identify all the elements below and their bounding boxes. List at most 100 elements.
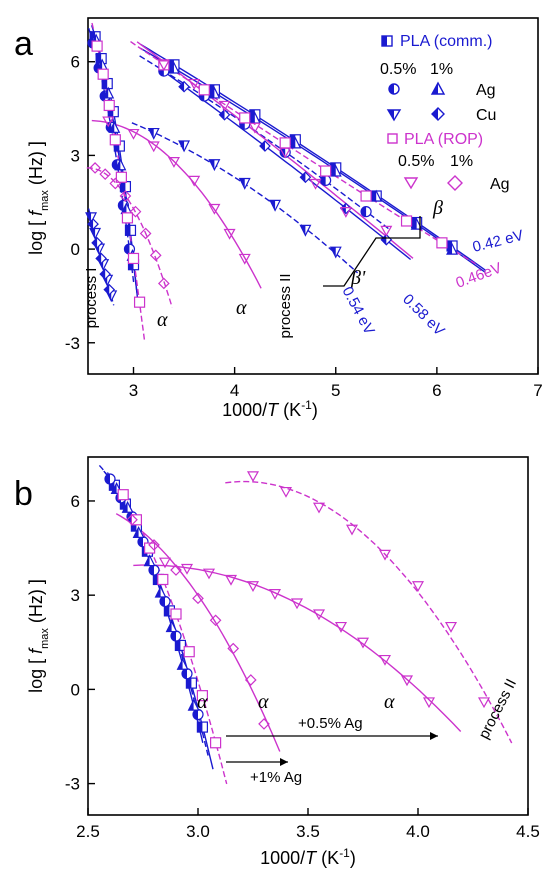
data-point-points-3-4	[170, 608, 182, 620]
beta-label: β	[432, 197, 443, 219]
data-point-process-i-4-2-fill	[96, 253, 102, 264]
data-point-points-5-6	[444, 621, 458, 633]
panel-b-xlabel: 1000/T (K-1)	[260, 846, 356, 868]
legend-marker-rop-1ag	[447, 175, 463, 191]
data-point-alpha-0-0-fill	[90, 31, 96, 42]
ea-046-label: 0.46eV	[454, 260, 504, 292]
data-point-alpha-5-4	[115, 171, 127, 183]
fit-curve-process-ii-6	[136, 41, 414, 259]
data-point-beta-5-5	[360, 190, 372, 202]
process-i-label: process I	[83, 268, 100, 329]
data-point-beta-4-0-fill	[179, 81, 185, 92]
data-point-process-i-4-4-fill	[104, 284, 110, 295]
data-point-beta-4-5-fill	[381, 234, 387, 245]
data-point-process-ii-6-5	[309, 178, 322, 190]
y-tick-label: 0	[71, 240, 80, 259]
data-point-process-ii-6-0	[157, 60, 170, 72]
data-point-beta-3-4-fill	[270, 200, 276, 211]
panel-b-points	[104, 471, 491, 749]
legend-marker-rop-05ag	[403, 177, 419, 190]
data-point-points-1-3-fill	[138, 536, 143, 547]
process-ii-label-b: process II	[475, 676, 520, 742]
data-point-points-0-5-fill	[164, 605, 170, 616]
data-point-alpha-7-7	[157, 277, 170, 290]
data-point-beta-0-2-fill	[249, 109, 255, 120]
data-point-process-ii-6-7	[380, 225, 393, 237]
data-point-points-4-11	[400, 675, 414, 687]
data-point-points-1-7-fill	[182, 668, 187, 679]
beta-prime-label: β'	[350, 267, 366, 289]
data-point-beta-3-3-fill	[239, 178, 245, 189]
x-tick-label: 3.0	[186, 822, 210, 841]
data-point-points-4-1	[180, 563, 194, 575]
fit-curve-points-1	[98, 464, 210, 758]
fit-curve-beta-4	[159, 68, 412, 261]
fit-curve-alpha-6	[91, 119, 262, 289]
data-point-points-0-1-fill	[120, 499, 126, 510]
fit-curve-beta-1	[139, 55, 391, 231]
panel-b-letter: b	[14, 475, 33, 513]
panel-a: a 3 4 5 6 7 -3 0 3 6 1000/T (K-1) log [ fmax (Hz…	[14, 17, 543, 420]
data-point-alpha-7-4	[129, 205, 142, 218]
panel-b: b 2.5 3.0 3.5 4.0 4.5 -3 0 3 6 1000/T (K-1) log …	[14, 456, 540, 868]
data-point-alpha-6-0	[102, 116, 115, 128]
data-point-alpha-2-2-fill	[103, 87, 109, 98]
y-tick-label: 0	[71, 680, 80, 699]
ea-058-label: 0.58 eV	[399, 291, 448, 340]
data-point-beta-2-7-fill	[447, 244, 453, 255]
data-point-beta-5-7	[436, 237, 448, 249]
data-point-beta-0-1-fill	[209, 84, 215, 95]
y-tick-label: 3	[71, 146, 80, 165]
data-point-points-5-5	[411, 581, 425, 592]
data-point-alpha-5-3	[109, 134, 121, 146]
x-tick-label: 4.0	[406, 822, 430, 841]
x-tick-label: 7	[533, 381, 542, 400]
data-point-alpha-7-3	[119, 190, 132, 202]
data-point-points-4-6	[290, 598, 304, 610]
data-point-points-2-4-fill	[155, 587, 161, 598]
legend-marker-1cu-fill	[432, 108, 438, 120]
data-point-beta-0-3-fill	[290, 134, 296, 145]
ea-054-label: 0.54 eV	[338, 284, 377, 338]
data-point-process-i-4-0-fill	[88, 219, 94, 230]
data-point-points-6-4	[209, 614, 222, 627]
panel-a-points	[85, 31, 459, 308]
data-point-points-0-7-fill	[186, 678, 192, 689]
data-point-points-3-6	[196, 690, 208, 702]
data-point-alpha-1-6-fill	[124, 244, 130, 255]
panel-b-ticks: 2.5 3.0 3.5 4.0 4.5 -3 0 3 6	[65, 492, 540, 841]
data-point-alpha-2-4-fill	[115, 159, 121, 170]
data-point-alpha-6-5	[208, 203, 221, 215]
data-point-beta-3-5-fill	[300, 225, 306, 236]
data-point-alpha-7-2	[109, 177, 122, 190]
alpha-label-a1: α	[157, 309, 168, 331]
data-point-beta-3-6-fill	[330, 247, 336, 258]
data-point-points-1-4-fill	[149, 565, 154, 576]
data-point-alpha-5-0	[91, 40, 103, 52]
data-point-points-0-4-fill	[153, 574, 159, 585]
data-point-alpha-7-5	[139, 227, 152, 240]
alpha-label-b3: α	[384, 691, 395, 713]
data-point-alpha-6-7	[238, 253, 251, 265]
data-point-alpha-7-1	[99, 168, 112, 180]
fit-curve-points-4	[133, 564, 462, 732]
data-point-alpha-1-2-fill	[100, 91, 106, 102]
data-point-points-4-3	[224, 574, 238, 586]
data-point-alpha-6-6	[223, 228, 236, 240]
panel-b-ylabel: log [ fmax (Hz) ]	[26, 579, 51, 693]
data-point-beta-4-3-fill	[300, 172, 306, 183]
data-point-points-5-2	[312, 502, 326, 514]
data-point-process-i-4-1-fill	[92, 237, 98, 248]
fit-curve-points-2	[106, 472, 204, 743]
data-point-alpha-0-2-fill	[102, 78, 108, 89]
data-point-points-0-6-fill	[175, 640, 181, 651]
x-tick-label: 6	[432, 381, 441, 400]
data-point-beta-0-6-fill	[411, 217, 417, 228]
legend-rop-col2: 1%	[450, 153, 473, 170]
data-point-alpha-7-6	[149, 249, 162, 262]
data-point-process-i-3-1-fill	[90, 228, 96, 239]
data-point-points-6-2	[170, 564, 182, 576]
data-point-points-1-5-fill	[160, 596, 165, 607]
data-point-alpha-5-5	[121, 212, 134, 224]
data-point-process-ii-6-2	[218, 100, 231, 112]
